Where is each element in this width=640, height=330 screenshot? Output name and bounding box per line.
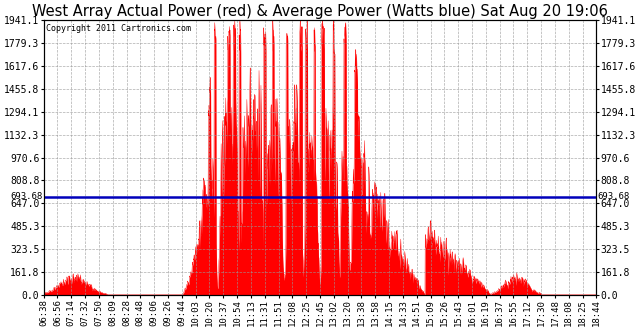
Title: West Array Actual Power (red) & Average Power (Watts blue) Sat Aug 20 19:06: West Array Actual Power (red) & Average …: [32, 4, 608, 19]
Text: 693.68: 693.68: [11, 192, 43, 201]
Text: Copyright 2011 Cartronics.com: Copyright 2011 Cartronics.com: [46, 24, 191, 33]
Text: 693.68: 693.68: [597, 192, 629, 201]
